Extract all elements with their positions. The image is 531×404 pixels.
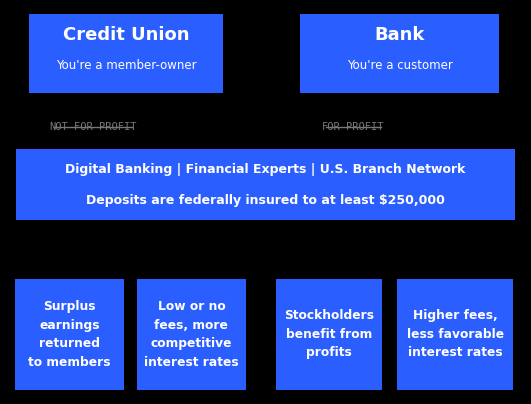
FancyBboxPatch shape xyxy=(16,149,515,220)
Text: Low or no
fees, more
competitive
interest rates: Low or no fees, more competitive interes… xyxy=(144,300,239,368)
Text: NOT-FOR-PROFIT: NOT-FOR-PROFIT xyxy=(49,122,136,132)
FancyBboxPatch shape xyxy=(397,279,513,390)
FancyBboxPatch shape xyxy=(29,14,223,93)
Text: Bank: Bank xyxy=(374,26,425,44)
FancyBboxPatch shape xyxy=(300,14,499,93)
Text: Higher fees,
less favorable
interest rates: Higher fees, less favorable interest rat… xyxy=(407,309,503,359)
Text: Surplus
earnings
returned
to members: Surplus earnings returned to members xyxy=(28,300,110,368)
Text: FOR-PROFIT: FOR-PROFIT xyxy=(322,122,384,132)
Text: Credit Union: Credit Union xyxy=(63,26,190,44)
FancyBboxPatch shape xyxy=(15,279,124,390)
FancyBboxPatch shape xyxy=(276,279,382,390)
FancyBboxPatch shape xyxy=(137,279,246,390)
Text: Digital Banking | Financial Experts | U.S. Branch Network: Digital Banking | Financial Experts | U.… xyxy=(65,163,466,176)
Text: You're a customer: You're a customer xyxy=(347,59,452,72)
Text: Deposits are federally insured to at least $250,000: Deposits are federally insured to at lea… xyxy=(86,194,445,207)
Text: You're a member-owner: You're a member-owner xyxy=(56,59,196,72)
Text: Stockholders
benefit from
profits: Stockholders benefit from profits xyxy=(284,309,374,359)
